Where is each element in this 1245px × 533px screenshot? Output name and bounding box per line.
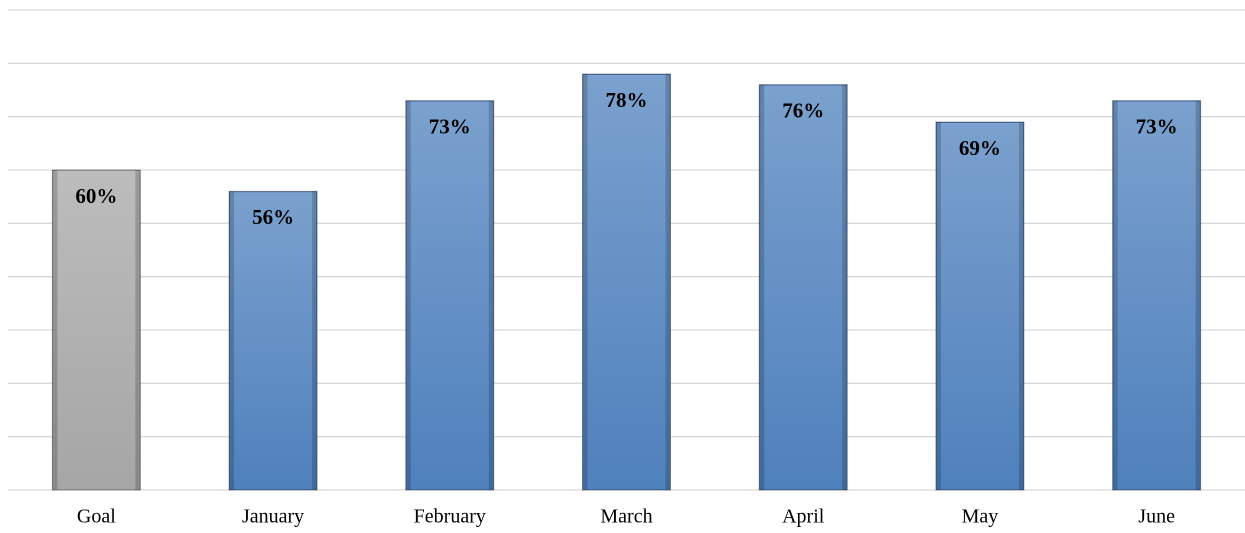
bar-edge <box>135 170 141 490</box>
bar-edge <box>312 191 318 491</box>
value-label: 73% <box>1136 114 1178 138</box>
bar-sheen <box>583 75 670 489</box>
x-tick-label: June <box>1138 506 1175 528</box>
x-tick-label: January <box>242 506 304 528</box>
bar-edge <box>52 170 58 490</box>
bar-edge <box>665 74 671 490</box>
bar-sheen <box>1113 101 1200 490</box>
bar-edge <box>1112 100 1118 491</box>
bar-sheen <box>760 85 847 490</box>
bar-edge <box>842 84 848 491</box>
bar-edge <box>229 191 235 491</box>
x-tick-label: April <box>782 506 825 528</box>
bar-edge <box>1018 122 1024 490</box>
x-tick-label: February <box>414 506 486 528</box>
value-label: 73% <box>429 114 471 138</box>
value-label: 78% <box>606 88 648 112</box>
x-tick-label: May <box>962 506 999 528</box>
bar-edge <box>935 122 941 490</box>
bar-edge <box>1195 100 1201 491</box>
bar-edge <box>759 84 765 491</box>
bar-edge <box>582 74 588 490</box>
bar-sheen <box>936 123 1023 489</box>
bar-sheen <box>406 101 493 490</box>
bar-sheen <box>53 171 140 489</box>
bar-edge <box>488 100 494 491</box>
bar-sheen <box>230 192 317 490</box>
value-label: 76% <box>782 98 824 122</box>
value-label: 56% <box>252 205 294 229</box>
value-label: 60% <box>75 184 117 208</box>
x-tick-label: Goal <box>77 506 116 528</box>
x-tick-label: March <box>600 506 652 528</box>
bar-edge <box>405 100 411 491</box>
value-label: 69% <box>959 136 1001 160</box>
